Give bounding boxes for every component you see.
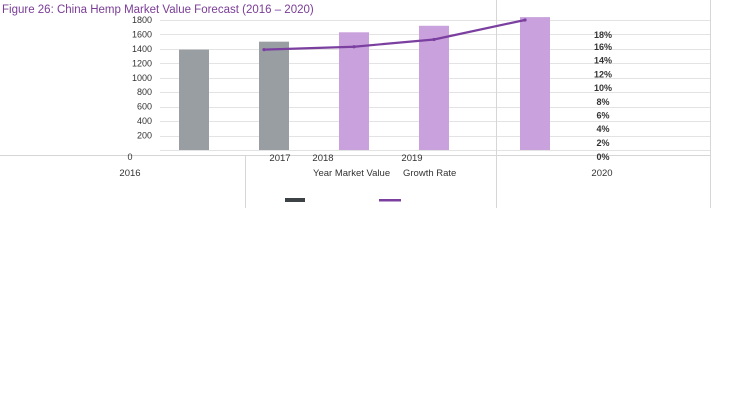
x-labels: 2016 2017 2018 2019 2020 [119, 153, 612, 179]
bars [179, 17, 550, 150]
right-tick-label: 18% [594, 30, 612, 40]
x-tick-label: 2019 [401, 153, 422, 164]
y-tick-label: 1800 [132, 15, 152, 25]
y-tick-label: 1400 [132, 44, 152, 54]
y-tick-label: 0 [127, 152, 132, 162]
bar-2016 [179, 49, 209, 150]
growth-line [262, 18, 527, 52]
right-tick-label: 2% [596, 138, 609, 148]
y-tick-label: 1200 [132, 58, 152, 68]
y-tick-label: 400 [137, 116, 152, 126]
right-ticks: 18% 16% 14% 12% 10% 8% 6% 4% 2% 0% [594, 30, 612, 162]
legend-swatch-market-value [285, 198, 305, 202]
bar-2019 [419, 25, 449, 150]
legend-label-market-value: Year Market Value [313, 168, 390, 179]
right-tick-label: 14% [594, 56, 612, 66]
bar-2020 [520, 17, 550, 150]
x-tick-label: 2018 [312, 153, 333, 164]
bar-2018 [339, 32, 369, 150]
y-tick-label: 1600 [132, 29, 152, 39]
bar-2017 [259, 41, 289, 150]
y-tick-label: 600 [137, 102, 152, 112]
growth-rate-point [523, 18, 527, 22]
chart-title: Figure 26: China Hemp Market Value Forec… [2, 4, 314, 16]
growth-rate-line [263, 18, 526, 51]
right-tick-label: 8% [596, 97, 609, 107]
y-ticks: 1800 1600 1400 1200 1000 800 600 400 200 0 [127, 15, 152, 162]
legend-swatch-growth-rate [379, 199, 401, 202]
x-tick-label: 2020 [591, 168, 612, 179]
y-tick-label: 1000 [132, 73, 152, 83]
chart-svg: Figure 26: China Hemp Market Value Forec… [0, 0, 711, 208]
right-tick-label: 6% [596, 111, 609, 121]
right-tick-label: 16% [594, 42, 612, 52]
right-tick-label: 12% [594, 69, 612, 79]
x-tick-label: 2017 [269, 153, 290, 164]
x-tick-label: 2016 [119, 168, 140, 179]
y-tick-label: 800 [137, 87, 152, 97]
legend-label-growth-rate: Growth Rate [403, 168, 456, 179]
right-tick-label: 0% [596, 152, 609, 162]
right-tick-label: 4% [596, 124, 609, 134]
y-tick-label: 200 [137, 131, 152, 141]
legend: Year Market Value Growth Rate [285, 168, 456, 202]
right-tick-label: 10% [594, 83, 612, 93]
growth-rate-point [262, 48, 266, 52]
growth-rate-point [352, 45, 356, 49]
growth-rate-point [432, 37, 436, 42]
